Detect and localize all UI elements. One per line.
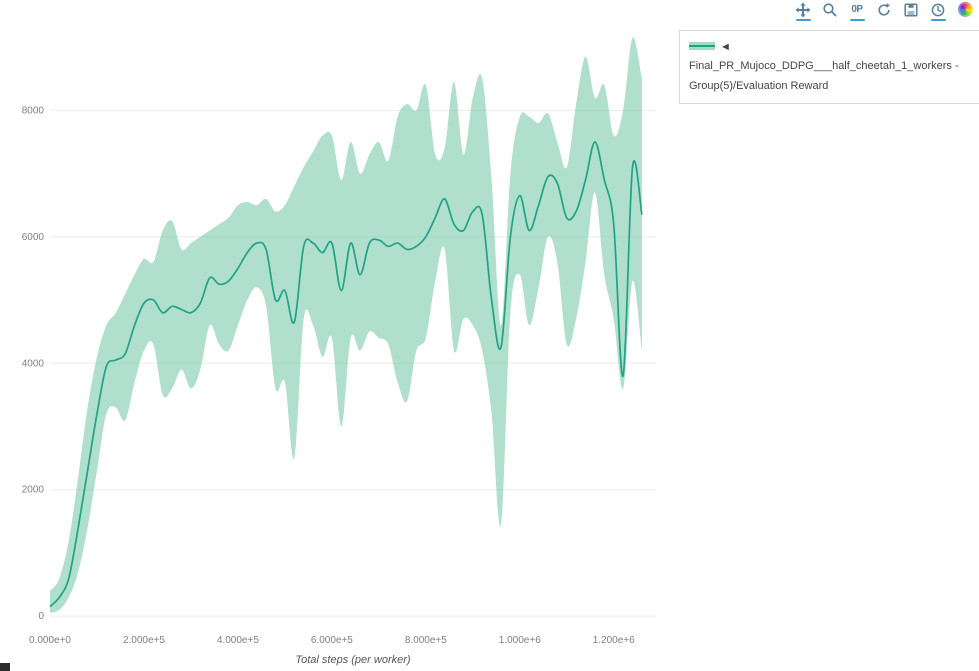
svg-text:Total steps (per worker): Total steps (per worker): [295, 654, 410, 666]
svg-text:1.000e+6: 1.000e+6: [499, 635, 541, 646]
svg-text:2.000e+5: 2.000e+5: [123, 635, 165, 646]
zoom-icon[interactable]: [821, 2, 839, 18]
pan-icon[interactable]: [794, 2, 812, 21]
zero-p-label: 0P: [851, 4, 863, 15]
palette-circle: [957, 2, 973, 17]
clock-icon[interactable]: [929, 2, 947, 21]
svg-text:4.000e+5: 4.000e+5: [217, 635, 259, 646]
svg-text:6000: 6000: [22, 232, 45, 243]
confidence-band: [50, 37, 642, 613]
zero-p-icon[interactable]: 0P: [848, 2, 866, 21]
legend-label: ◄ Final_PR_Mujoco_DDPG___half_cheetah_1_…: [689, 41, 959, 92]
legend-band-swatch: [689, 42, 715, 50]
svg-text:6.000e+5: 6.000e+5: [311, 635, 353, 646]
mean-line: [49, 141, 643, 608]
svg-text:1.200e+6: 1.200e+6: [593, 635, 635, 646]
chart-toolbar: 0P: [794, 2, 974, 21]
svg-text:8.000e+5: 8.000e+5: [405, 635, 447, 646]
evaluation-reward-chart[interactable]: 0 2000 4000 6000 8000 0.000e+0 2.000e+5 4.000e+…: [0, 0, 668, 671]
palette-icon[interactable]: [956, 2, 974, 17]
svg-text:4000: 4000: [22, 358, 45, 369]
corner-artifact: [0, 663, 10, 671]
svg-text:0.000e+0: 0.000e+0: [29, 635, 71, 646]
save-icon[interactable]: [902, 2, 920, 18]
legend[interactable]: ◄ Final_PR_Mujoco_DDPG___half_cheetah_1_…: [679, 30, 979, 104]
svg-text:2000: 2000: [22, 485, 45, 496]
refresh-icon[interactable]: [875, 2, 893, 18]
svg-text:8000: 8000: [22, 105, 45, 116]
svg-text:0: 0: [38, 611, 44, 622]
